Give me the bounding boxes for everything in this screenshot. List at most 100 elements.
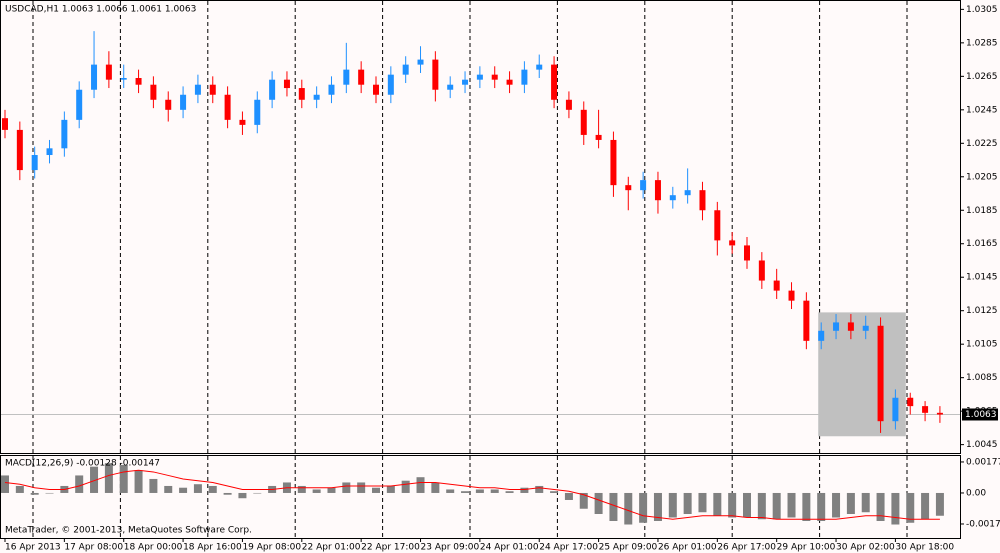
candle-body (521, 69, 528, 85)
candle-body (61, 119, 68, 149)
macd-bar (75, 475, 84, 493)
y-tick-label: 1.0285 (966, 38, 998, 48)
macd-bar (238, 492, 247, 499)
macd-bar (624, 492, 633, 525)
candle-body (565, 99, 572, 110)
macd-bar (550, 491, 559, 493)
candle-body (669, 195, 676, 201)
x-tick-label: 22 Apr 17:00 (361, 543, 420, 553)
macd-bar (535, 485, 544, 493)
candle-body (120, 78, 127, 80)
candle-body (922, 406, 929, 413)
candle-body (773, 280, 780, 291)
signal-line (4, 469, 940, 520)
y-tick-label: 0.00 (966, 488, 986, 498)
candle-body (165, 99, 172, 110)
macd-bar (179, 487, 188, 493)
x-tick-label: 24 Apr 17:00 (539, 543, 598, 553)
candle-body (2, 118, 8, 130)
macd-bar (817, 492, 826, 522)
macd-bar (698, 492, 707, 513)
candle-body (105, 64, 112, 80)
candle-body (936, 412, 943, 415)
macd-bar (668, 492, 677, 518)
macd-bar (787, 492, 796, 518)
macd-bar (297, 485, 306, 493)
candle-body (803, 300, 810, 341)
macd-bar (461, 491, 470, 493)
macd-bar (846, 492, 855, 514)
macd-bar (490, 489, 499, 493)
x-tick-label: 30 Apr 02:00 (836, 543, 895, 553)
macd-bar (728, 492, 737, 518)
candle-body (298, 88, 305, 100)
candle-body (654, 180, 661, 201)
y-tick-label: 1.0225 (966, 139, 998, 149)
candle-body (209, 84, 216, 95)
macd-bar (579, 492, 588, 509)
y-tick-label: 1.0125 (966, 306, 998, 316)
macd-bar (594, 492, 603, 514)
candle-body (699, 190, 706, 211)
candle-body (194, 84, 201, 95)
candle-body (729, 240, 736, 246)
macd-bar (832, 492, 841, 518)
macd-bar (45, 492, 54, 494)
candle-body (462, 79, 469, 85)
candle-body (358, 69, 365, 85)
macd-bar (193, 484, 202, 493)
macd-bar (90, 466, 99, 493)
macd-title: MACD(12,26,9) -0.00128 -0.00147 (5, 459, 160, 469)
y-tick-label: 1.0305 (966, 5, 998, 15)
macd-pane (0, 455, 961, 539)
macd-bar (401, 480, 410, 493)
y-tick-label: 1.0245 (966, 105, 998, 115)
macd-bar (357, 482, 366, 493)
x-tick-label: 23 Apr 09:00 (421, 543, 480, 553)
y-tick-label: 1.0145 (966, 273, 998, 283)
macd-bar (431, 482, 440, 493)
y-tick-label: 1.0085 (966, 373, 998, 383)
candle-body (551, 64, 558, 100)
macd-bar (164, 485, 173, 493)
main-pane (0, 0, 961, 454)
candle-body (135, 78, 142, 85)
x-tick-label: 26 Apr 01:00 (658, 543, 717, 553)
candle-body (150, 84, 157, 100)
candle-body (595, 134, 602, 140)
macd-bar (15, 485, 24, 493)
candle-body (313, 94, 320, 100)
macd-bar (30, 492, 39, 495)
macd-bar (772, 492, 781, 520)
macd-bar (386, 485, 395, 493)
macd-bar (935, 492, 944, 516)
macd-bar (713, 492, 722, 516)
macd-bar (475, 489, 484, 493)
y-tick-label: 1.0165 (966, 239, 998, 249)
candle-body (343, 69, 350, 85)
macd-bar (505, 491, 514, 493)
candle-body (91, 64, 98, 90)
candle-body (432, 59, 439, 90)
y-tick-label: -0.00177 (966, 519, 1000, 529)
x-tick-label: 26 Apr 17:00 (717, 543, 776, 553)
y-tick-label: 1.0185 (966, 206, 998, 216)
macd-bar (861, 492, 870, 513)
candle-body (892, 397, 899, 422)
macd-bar (653, 492, 662, 522)
macd-bar (564, 492, 573, 500)
macd-bar (372, 487, 380, 493)
y-tick-label: 1.0265 (966, 72, 998, 82)
x-tick-label: 17 Apr 08:00 (64, 543, 123, 553)
y-tick-label: 1.0205 (966, 172, 998, 182)
candle-body (684, 190, 691, 196)
candle-body (46, 148, 53, 156)
x-tick-label: 22 Apr 01:00 (302, 543, 361, 553)
candle-body (239, 119, 246, 125)
candle-body (16, 129, 23, 171)
x-tick-label: 25 Apr 09:00 (599, 543, 658, 553)
macd-bar (253, 492, 262, 494)
candle-body (283, 79, 290, 89)
